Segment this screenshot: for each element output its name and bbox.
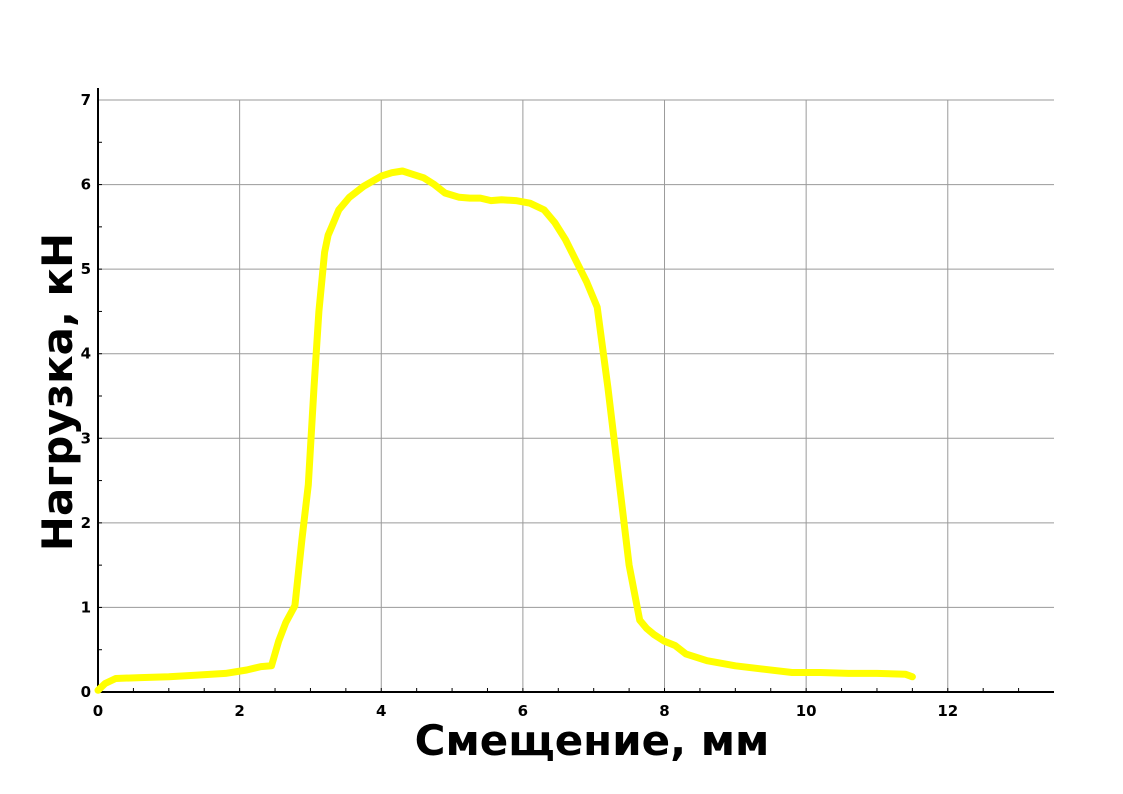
x-tick-label: 8	[659, 702, 669, 720]
minor-ticks	[98, 141, 1020, 692]
y-tick-label: 6	[81, 176, 91, 194]
y-tick-label: 1	[81, 598, 91, 616]
y-tick-label: 0	[81, 683, 91, 701]
y-tick-label: 3	[81, 429, 91, 447]
x-tick-label: 0	[93, 702, 103, 720]
x-tick-label: 4	[376, 702, 386, 720]
series-line	[94, 167, 916, 694]
series-layer	[94, 167, 916, 694]
y-tick-label: 2	[81, 514, 91, 532]
axes	[97, 88, 1054, 693]
y-tick-label: 7	[81, 91, 91, 109]
x-tick-label: 12	[937, 702, 958, 720]
grid	[98, 99, 1054, 692]
x-tick-label: 10	[796, 702, 817, 720]
y-axis-title: Нагрузка, кН	[33, 233, 82, 551]
x-tick-label: 6	[518, 702, 528, 720]
y-tick-label: 4	[81, 345, 91, 363]
x-tick-label: 2	[234, 702, 244, 720]
x-axis-title: Смещение, мм	[415, 716, 770, 765]
y-tick-label: 5	[81, 260, 91, 278]
